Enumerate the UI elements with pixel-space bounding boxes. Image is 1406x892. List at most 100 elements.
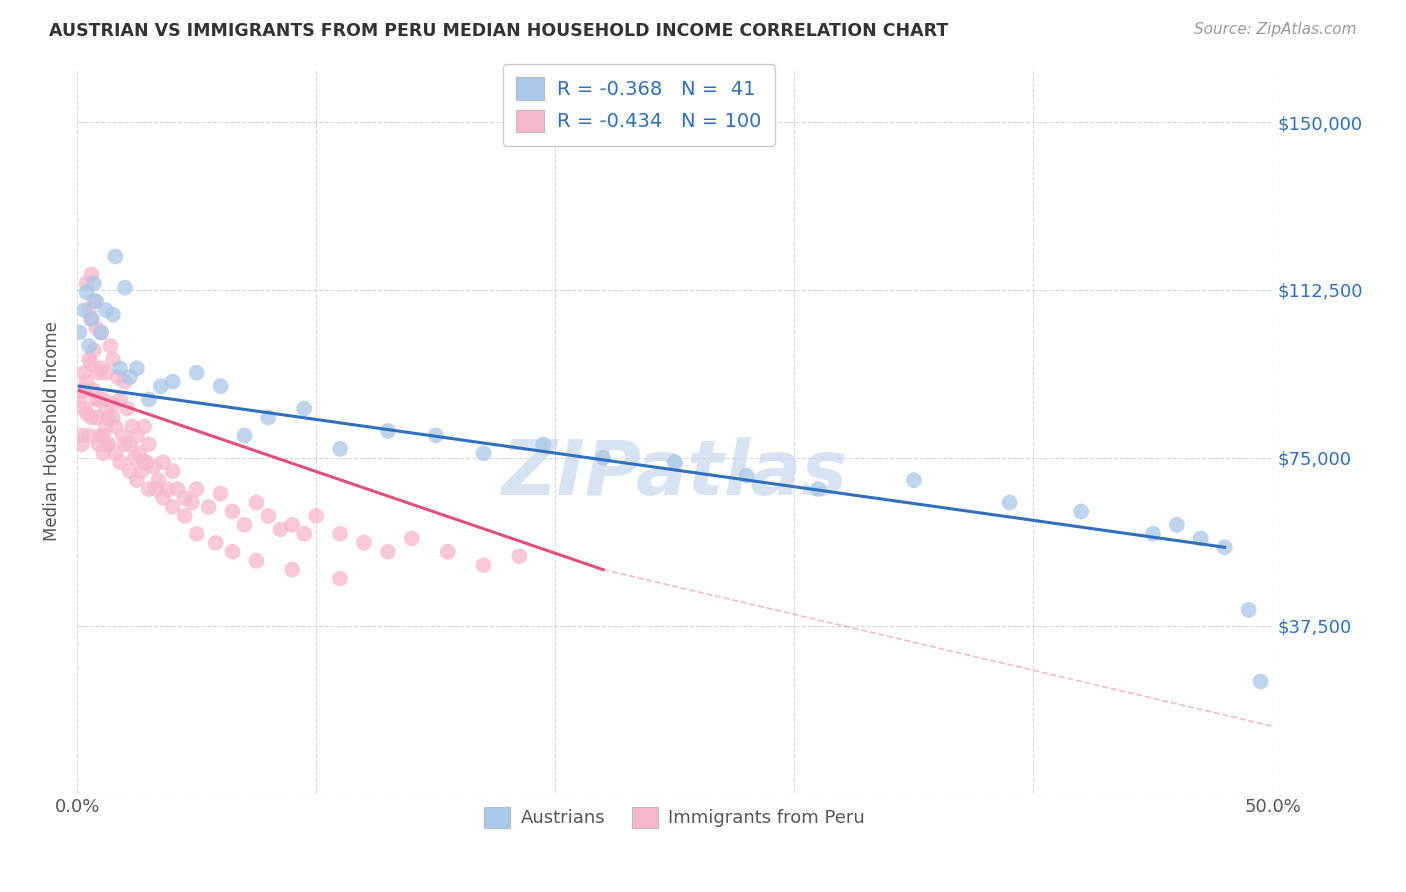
Point [472,446,495,460]
Point [173,491,195,505]
Point [148,473,170,487]
Point [132,455,155,469]
Point [257,508,280,523]
Point [664,455,686,469]
Point [162,375,184,389]
Point [100,339,122,353]
Point [128,446,150,460]
Point [221,504,243,518]
Point [125,361,148,376]
Point [531,437,554,451]
Point [1213,541,1236,555]
Point [186,366,208,380]
Point [903,473,925,487]
Point [1189,531,1212,545]
Point [329,526,352,541]
Point [76,277,98,291]
Point [292,401,315,416]
Point [70,428,93,442]
Point [97,410,120,425]
Point [101,397,124,411]
Point [111,428,134,442]
Point [118,370,141,384]
Point [329,572,352,586]
Point [1166,517,1188,532]
Point [80,268,103,282]
Point [90,361,112,376]
Point [204,536,226,550]
Point [197,500,219,514]
Point [152,491,174,505]
Point [84,321,107,335]
Point [257,410,280,425]
Point [101,308,124,322]
Text: AUSTRIAN VS IMMIGRANTS FROM PERU MEDIAN HOUSEHOLD INCOME CORRELATION CHART: AUSTRIAN VS IMMIGRANTS FROM PERU MEDIAN … [49,22,949,40]
Point [69,326,91,340]
Point [281,517,304,532]
Point [104,419,127,434]
Point [401,531,423,545]
Point [108,392,131,407]
Point [73,366,96,380]
Point [121,419,143,434]
Point [186,482,208,496]
Point [83,277,105,291]
Point [73,384,96,398]
Point [94,419,117,434]
Point [83,294,105,309]
Point [90,326,112,340]
Point [1250,674,1272,689]
Point [97,437,120,451]
Point [305,508,328,523]
Point [145,482,167,496]
Point [125,473,148,487]
Point [281,563,304,577]
Point [77,339,100,353]
Point [77,303,100,318]
Point [77,428,100,442]
Point [80,312,103,326]
Point [245,495,267,509]
Point [807,482,830,496]
Point [84,294,107,309]
Point [76,375,98,389]
Point [508,549,530,564]
Text: Source: ZipAtlas.com: Source: ZipAtlas.com [1194,22,1357,37]
Point [124,450,146,465]
Point [80,357,103,371]
Point [269,522,291,536]
Point [1070,504,1092,518]
Point [108,455,131,469]
Point [90,326,112,340]
Point [186,526,208,541]
Point [80,410,103,425]
Point [138,482,160,496]
Point [77,352,100,367]
Point [998,495,1021,509]
Point [472,558,495,573]
Point [84,410,107,425]
Point [73,303,96,318]
Point [93,428,115,442]
Point [94,303,117,318]
Point [80,312,103,326]
Text: ZIPatlas: ZIPatlas [502,437,848,511]
Point [101,352,124,367]
Point [118,464,141,478]
Point [87,366,110,380]
Point [377,545,399,559]
Point [173,508,195,523]
Point [180,495,202,509]
Point [735,468,758,483]
Point [108,361,131,376]
Point [152,455,174,469]
Point [592,450,614,465]
Point [162,464,184,478]
Point [104,249,127,263]
Point [70,384,93,398]
Point [87,437,110,451]
Point [221,545,243,559]
Point [83,384,105,398]
Point [83,343,105,358]
Point [125,428,148,442]
